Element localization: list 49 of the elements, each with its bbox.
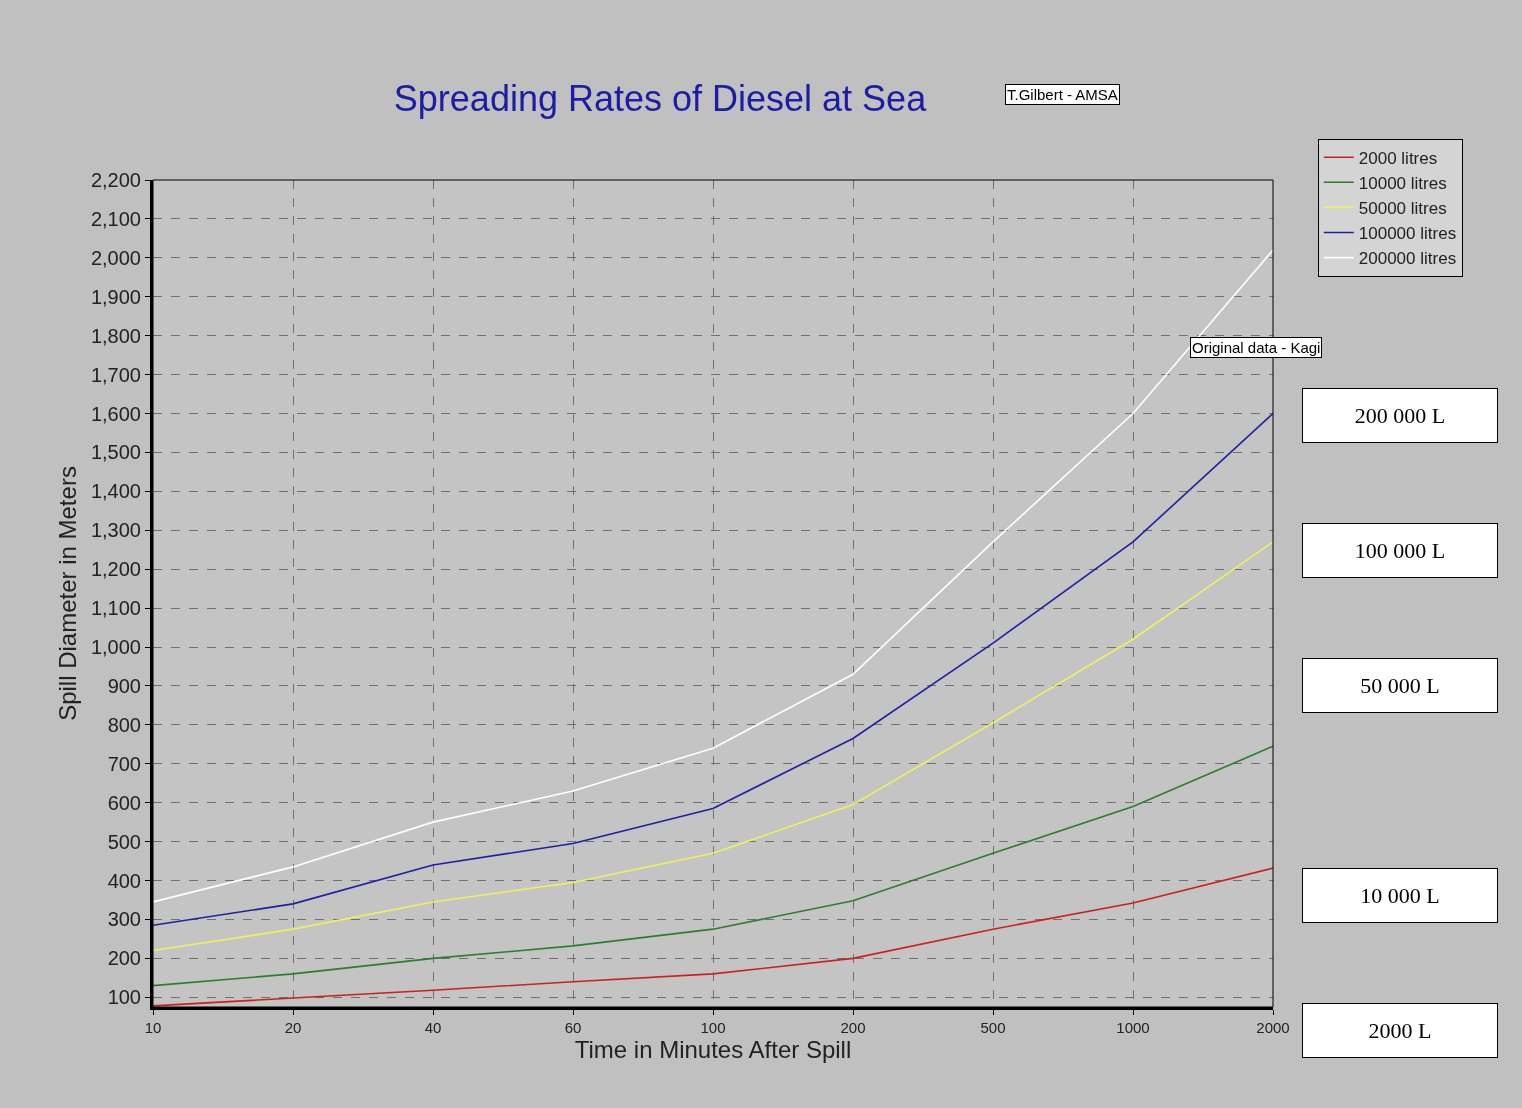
y-tick-label: 500 [107,830,141,853]
legend-label: 200000 litres [1358,249,1457,269]
y-tick-label: 1,100 [90,597,141,620]
x-tick-label: 200 [840,1019,866,1036]
text: 50 000 L [1360,673,1440,698]
x-tick-label: 10 [144,1019,162,1036]
line-series [153,541,1273,952]
y-tick-label: 1,200 [90,558,141,581]
y-tick-label: 2,000 [90,246,141,269]
text: 100 000 L [1354,538,1446,563]
x-tick-label: 1000 [1116,1019,1150,1036]
y-tick-label: 1,400 [90,480,141,503]
y-tick-label: 1,500 [90,441,141,464]
y-tick-label: 1,900 [90,285,141,308]
text: 200 000 L [1354,403,1446,428]
x-tick-label: 20 [284,1019,302,1036]
y-tick-label: 700 [107,752,141,775]
y-tick-label: 2,200 [90,169,141,191]
x-tick-label: 2000 [1256,1019,1290,1036]
y-tick-label: 1,700 [90,363,141,386]
text: 10 000 L [1360,883,1440,908]
y-tick-label: 1,000 [90,636,141,659]
x-tick-label: 100 [700,1019,726,1036]
chart-title: Spreading Rates of Diesel at Sea [393,77,928,119]
line-series [153,412,1273,927]
legend-label: 100000 litres [1358,224,1457,244]
x-tick-label: 500 [980,1019,1006,1036]
y-tick-label: 900 [107,674,141,697]
y-tick-label: 1,600 [90,402,141,425]
y-tick-label: 100 [107,986,141,1009]
x-tick-label: 40 [424,1019,442,1036]
y-tick-label: 1,300 [90,519,141,542]
legend-label: 50000 litres [1358,199,1447,219]
x-axis-title: Time in Minutes After Spill [574,1036,852,1063]
legend-label: 2000 litres [1358,148,1438,168]
y-tick-label: 400 [107,869,141,892]
text: 2000 L [1368,1018,1432,1043]
annotation: Original data - Kagi [1192,339,1321,356]
y-tick-label: 1,800 [90,324,141,347]
y-tick-label: 2,100 [90,207,141,230]
y-tick-label: 300 [107,908,141,931]
y-tick-label: 600 [107,791,141,814]
y-tick-label: 200 [107,947,141,970]
legend-label: 10000 litres [1358,173,1447,193]
y-axis-title: Spill Diameter in Meters [54,466,82,721]
y-tick-label: 800 [107,713,141,736]
line-series [153,745,1273,987]
x-tick-label: 60 [564,1019,582,1036]
text: T.Gilbert - AMSA [1007,86,1118,103]
